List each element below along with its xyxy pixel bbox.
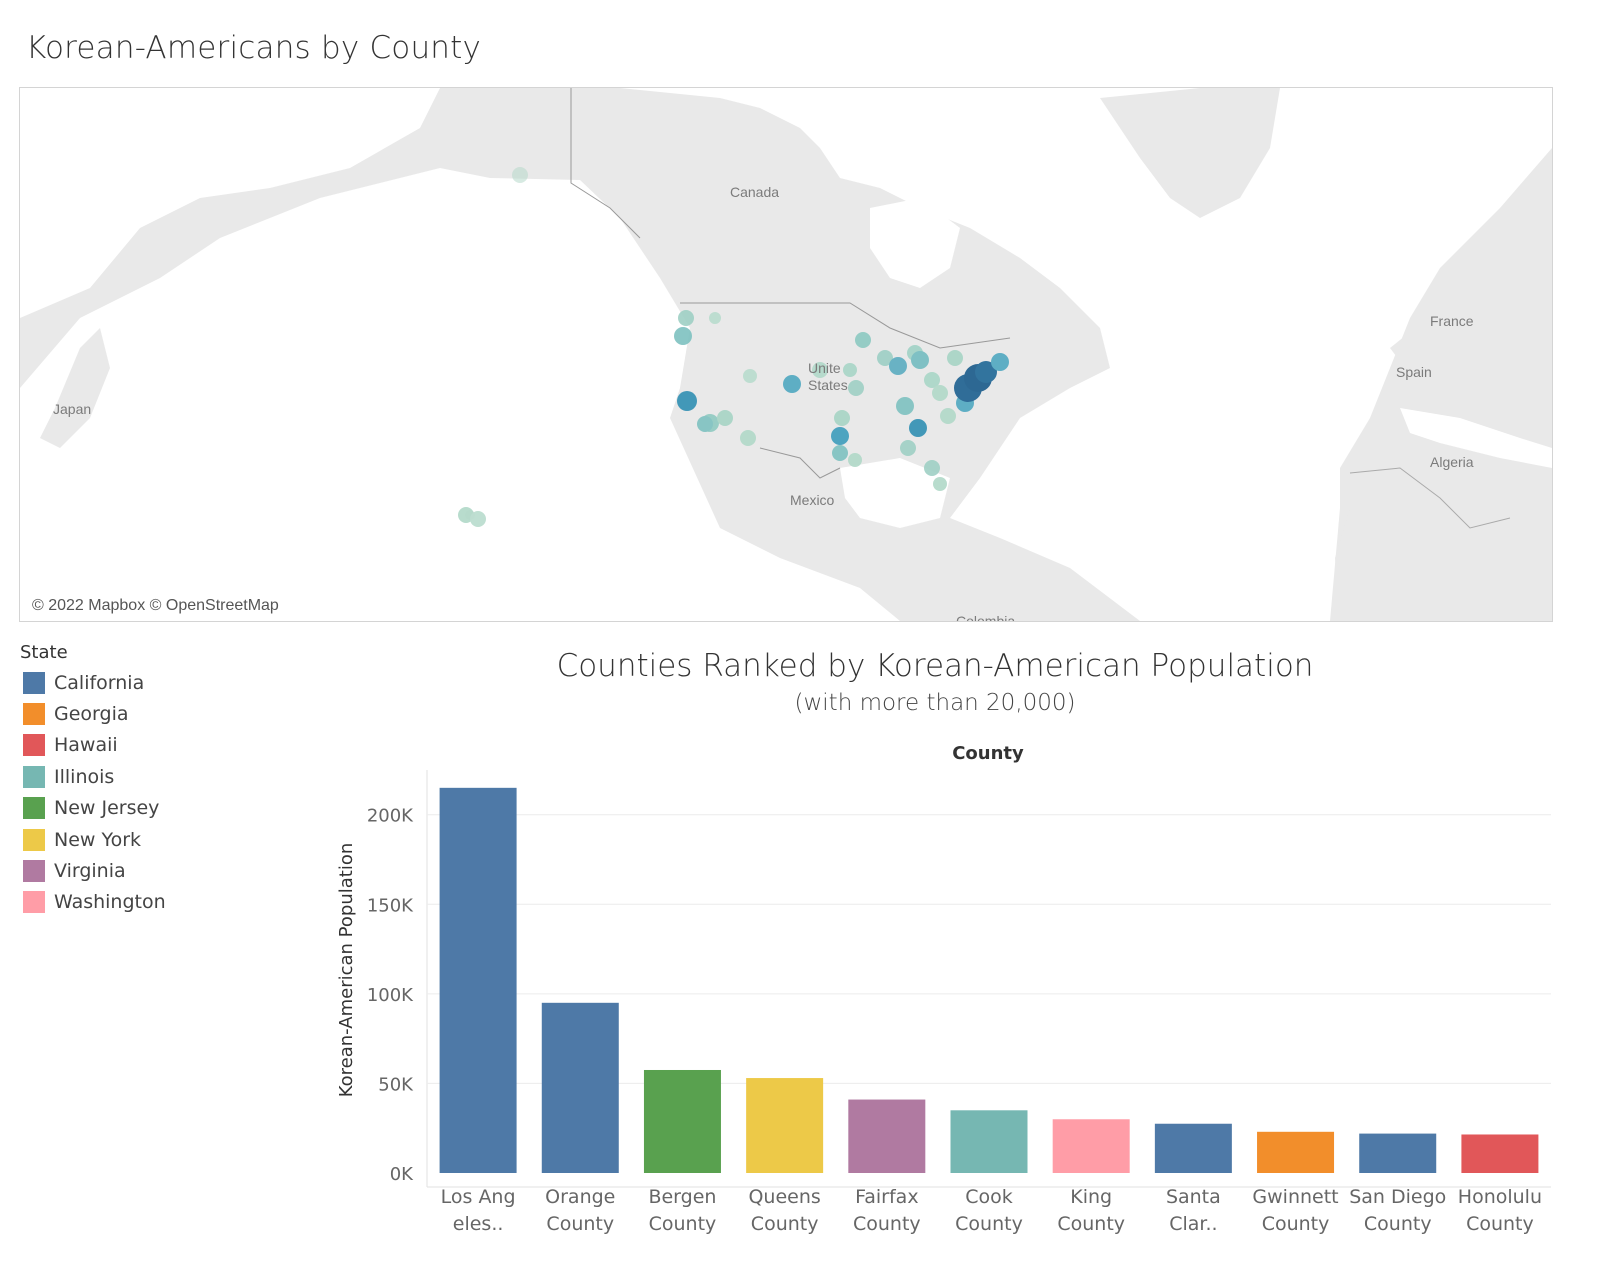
y-axis-title: Korean-American Population bbox=[336, 843, 357, 1098]
y-tick-label: 50K bbox=[378, 1074, 414, 1095]
bar bbox=[541, 1002, 619, 1173]
x-tick-label: Gwinnett bbox=[1252, 1186, 1338, 1208]
legend-swatch bbox=[23, 891, 45, 914]
bar bbox=[643, 1069, 721, 1173]
county-map[interactable]: Canada Unite States Mexico Japan France … bbox=[19, 87, 1553, 622]
bar bbox=[1257, 1131, 1335, 1173]
x-tick-label: Clar.. bbox=[1169, 1213, 1217, 1235]
legend-swatch bbox=[23, 671, 45, 694]
map-label-canada: Canada bbox=[730, 184, 780, 200]
x-tick-label: Cook bbox=[965, 1186, 1013, 1208]
map-label-japan: Japan bbox=[53, 401, 92, 417]
y-tick-label: 200K bbox=[367, 806, 414, 827]
chart-subtitle: (with more than 20,000) bbox=[794, 690, 1076, 716]
legend-item-illinois[interactable]: Illinois bbox=[20, 761, 166, 792]
bar bbox=[1461, 1134, 1539, 1173]
dashboard-title: Korean-Americans by County bbox=[26, 30, 482, 66]
legend-label: Hawaii bbox=[54, 734, 118, 757]
bar bbox=[1154, 1123, 1232, 1173]
map-label-spain: Spain bbox=[1396, 364, 1432, 380]
legend-title: State bbox=[20, 642, 68, 663]
legend-label: New York bbox=[54, 828, 142, 851]
bar bbox=[439, 787, 517, 1173]
bar bbox=[746, 1078, 824, 1173]
map-attribution[interactable]: © 2022 Mapbox © OpenStreetMap bbox=[26, 595, 285, 617]
y-tick-label: 0K bbox=[390, 1164, 414, 1185]
x-tick-label: Queens bbox=[748, 1186, 820, 1208]
x-tick-label: San Diego bbox=[1349, 1186, 1446, 1208]
x-tick-label: County bbox=[649, 1213, 717, 1235]
x-tick-label: County bbox=[1262, 1213, 1330, 1235]
map-label-mexico: Mexico bbox=[790, 492, 835, 508]
map-label-algeria: Algeria bbox=[1430, 454, 1474, 470]
map-label-colombia: Colombia bbox=[956, 613, 1016, 622]
x-tick-label: Orange bbox=[545, 1186, 615, 1208]
legend-item-virginia[interactable]: Virginia bbox=[20, 855, 166, 886]
x-tick-label: County bbox=[751, 1213, 819, 1235]
map-label-united-states-1: Unite bbox=[808, 360, 841, 376]
legend-item-california[interactable]: California bbox=[20, 667, 166, 698]
chart-title: Counties Ranked by Korean-American Popul… bbox=[556, 648, 1314, 684]
column-header: County bbox=[952, 743, 1024, 764]
legend-label: Illinois bbox=[54, 765, 115, 788]
x-tick-label: County bbox=[546, 1213, 614, 1235]
legend-swatch bbox=[23, 797, 45, 820]
x-tick-label: County bbox=[1057, 1213, 1125, 1235]
legend-label: Washington bbox=[54, 891, 166, 914]
x-tick-label: County bbox=[1364, 1213, 1432, 1235]
legend-item-new-jersey[interactable]: New Jersey bbox=[20, 793, 166, 824]
bar bbox=[848, 1099, 926, 1173]
y-tick-label: 150K bbox=[367, 895, 414, 916]
x-tick-label: County bbox=[955, 1213, 1023, 1235]
x-tick-label: Santa bbox=[1166, 1186, 1221, 1208]
state-legend: State California Georgia Hawaii Illinois New… bbox=[20, 642, 166, 918]
x-tick-label: County bbox=[1466, 1213, 1534, 1235]
x-tick-label: Los Ang bbox=[441, 1186, 516, 1208]
legend-swatch bbox=[23, 765, 45, 788]
legend-swatch bbox=[23, 734, 45, 757]
x-tick-label: Fairfax bbox=[855, 1186, 919, 1208]
legend-swatch bbox=[23, 703, 45, 726]
legend-label: California bbox=[54, 671, 145, 694]
y-tick-label: 100K bbox=[367, 985, 414, 1006]
x-tick-label: Honolulu bbox=[1458, 1186, 1542, 1208]
bar bbox=[1052, 1119, 1130, 1173]
x-tick-label: County bbox=[853, 1213, 921, 1235]
legend-swatch bbox=[23, 860, 45, 883]
map-basemap bbox=[20, 88, 1552, 621]
legend-item-new-york[interactable]: New York bbox=[20, 824, 166, 855]
x-tick-label: King bbox=[1070, 1186, 1112, 1208]
legend-label: New Jersey bbox=[54, 797, 160, 820]
legend-swatch bbox=[23, 828, 45, 851]
map-label-united-states-2: States bbox=[808, 377, 848, 393]
x-tick-label: Bergen bbox=[648, 1186, 716, 1208]
map-label-france: France bbox=[1430, 313, 1474, 329]
legend-item-georgia[interactable]: Georgia bbox=[20, 698, 166, 729]
legend-item-hawaii[interactable]: Hawaii bbox=[20, 730, 166, 761]
legend-label: Virginia bbox=[54, 860, 126, 883]
bar bbox=[950, 1110, 1028, 1173]
legend-item-washington[interactable]: Washington bbox=[20, 887, 166, 918]
x-tick-label: eles.. bbox=[453, 1213, 504, 1235]
legend-label: Georgia bbox=[54, 703, 129, 726]
bar bbox=[1359, 1133, 1437, 1173]
